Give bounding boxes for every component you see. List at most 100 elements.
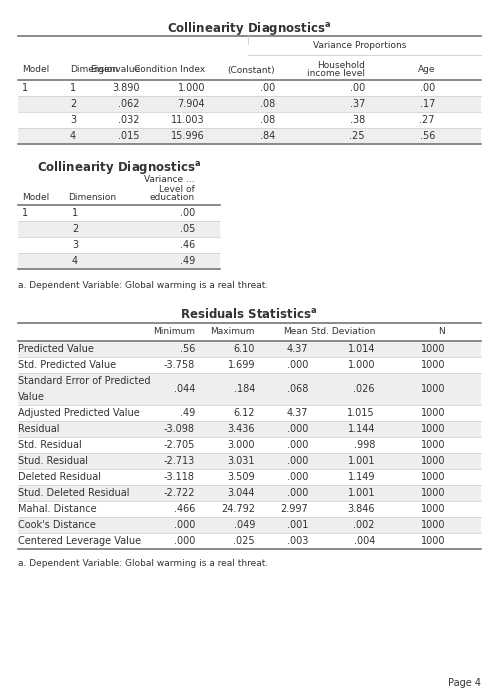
Text: Deleted Residual: Deleted Residual <box>18 472 101 482</box>
Text: Mahal. Distance: Mahal. Distance <box>18 504 97 514</box>
Text: 1.001: 1.001 <box>347 456 375 466</box>
Text: Residuals Statistics$^{\mathbf{a}}$: Residuals Statistics$^{\mathbf{a}}$ <box>181 307 317 321</box>
Text: 3.000: 3.000 <box>228 440 255 450</box>
Text: .00: .00 <box>420 83 435 93</box>
Text: .00: .00 <box>260 83 275 93</box>
Text: .38: .38 <box>350 115 365 125</box>
Text: .003: .003 <box>286 536 308 546</box>
Text: Model: Model <box>22 66 49 74</box>
Text: 3.509: 3.509 <box>228 472 255 482</box>
Text: Age: Age <box>418 66 435 74</box>
Text: education: education <box>150 193 195 202</box>
Text: Adjusted Predicted Value: Adjusted Predicted Value <box>18 408 140 418</box>
Text: 1.144: 1.144 <box>347 424 375 434</box>
Text: 1000: 1000 <box>421 384 445 394</box>
Text: Predicted Value: Predicted Value <box>18 344 94 354</box>
Text: Collinearity Diagnostics$^{\mathbf{a}}$: Collinearity Diagnostics$^{\mathbf{a}}$ <box>37 159 201 176</box>
Text: Dimension: Dimension <box>68 193 116 202</box>
Text: Minimum: Minimum <box>153 328 195 337</box>
Text: 6.10: 6.10 <box>234 344 255 354</box>
Text: .05: .05 <box>180 224 195 234</box>
Text: -2.713: -2.713 <box>164 456 195 466</box>
Text: 1.001: 1.001 <box>347 488 375 498</box>
Text: .001: .001 <box>286 520 308 530</box>
Text: .000: .000 <box>286 440 308 450</box>
Bar <box>18 373 481 405</box>
Text: Condition Index: Condition Index <box>134 66 205 74</box>
Text: Level of: Level of <box>159 185 195 193</box>
Text: 4: 4 <box>70 131 76 141</box>
Text: .00: .00 <box>350 83 365 93</box>
Text: .000: .000 <box>174 536 195 546</box>
Text: 24.792: 24.792 <box>221 504 255 514</box>
Text: a. Dependent Variable: Global warming is a real threat.: a. Dependent Variable: Global warming is… <box>18 281 268 290</box>
Text: -3.118: -3.118 <box>164 472 195 482</box>
Text: 1000: 1000 <box>421 488 445 498</box>
Text: -2.722: -2.722 <box>164 488 195 498</box>
Text: 2: 2 <box>70 99 76 109</box>
Text: Collinearity Diagnostics$^{\mathbf{a}}$: Collinearity Diagnostics$^{\mathbf{a}}$ <box>167 20 331 37</box>
Text: 1000: 1000 <box>421 520 445 530</box>
Text: 4.37: 4.37 <box>286 408 308 418</box>
Text: 1000: 1000 <box>421 360 445 370</box>
Text: .049: .049 <box>234 520 255 530</box>
Text: Std. Predicted Value: Std. Predicted Value <box>18 360 116 370</box>
Text: Model: Model <box>22 193 49 202</box>
Text: .25: .25 <box>349 131 365 141</box>
Text: Centered Leverage Value: Centered Leverage Value <box>18 536 141 546</box>
Text: Stud. Deleted Residual: Stud. Deleted Residual <box>18 488 130 498</box>
Text: Page 4: Page 4 <box>448 678 481 688</box>
Text: .184: .184 <box>234 384 255 394</box>
Text: .068: .068 <box>286 384 308 394</box>
Text: 1000: 1000 <box>421 408 445 418</box>
Bar <box>18 517 481 533</box>
Text: .56: .56 <box>420 131 435 141</box>
Text: .000: .000 <box>174 520 195 530</box>
Text: Dimension: Dimension <box>70 66 118 74</box>
Text: .000: .000 <box>286 488 308 498</box>
Text: .17: .17 <box>420 99 435 109</box>
Text: .466: .466 <box>174 504 195 514</box>
Text: 1000: 1000 <box>421 456 445 466</box>
Text: .08: .08 <box>260 115 275 125</box>
Text: -2.705: -2.705 <box>164 440 195 450</box>
Text: .015: .015 <box>118 131 140 141</box>
Text: .27: .27 <box>420 115 435 125</box>
Text: 11.003: 11.003 <box>171 115 205 125</box>
Text: 15.996: 15.996 <box>171 131 205 141</box>
Text: 4.37: 4.37 <box>286 344 308 354</box>
Text: 3.890: 3.890 <box>112 83 140 93</box>
Text: a. Dependent Variable: Global warming is a real threat.: a. Dependent Variable: Global warming is… <box>18 559 268 568</box>
Text: 2: 2 <box>72 224 78 234</box>
Text: 1000: 1000 <box>421 504 445 514</box>
Text: 1.000: 1.000 <box>178 83 205 93</box>
Text: .84: .84 <box>260 131 275 141</box>
Text: Eigenvalue: Eigenvalue <box>90 66 140 74</box>
Text: 1: 1 <box>72 208 78 218</box>
Text: Cook's Distance: Cook's Distance <box>18 520 96 530</box>
Text: Std. Residual: Std. Residual <box>18 440 82 450</box>
Text: 3.044: 3.044 <box>228 488 255 498</box>
Bar <box>18 221 220 237</box>
Text: .044: .044 <box>174 384 195 394</box>
Text: 2.997: 2.997 <box>280 504 308 514</box>
Text: .002: .002 <box>353 520 375 530</box>
Text: 4: 4 <box>72 256 78 266</box>
Text: .49: .49 <box>180 256 195 266</box>
Text: (Constant): (Constant) <box>228 66 275 74</box>
Text: 1: 1 <box>22 83 28 93</box>
Text: -3.758: -3.758 <box>164 360 195 370</box>
Bar <box>18 453 481 469</box>
Text: Variance Proportions: Variance Proportions <box>313 41 407 50</box>
Text: .025: .025 <box>234 536 255 546</box>
Bar <box>18 253 220 269</box>
Text: 1: 1 <box>70 83 76 93</box>
Text: Household: Household <box>317 62 365 71</box>
Text: income level: income level <box>307 69 365 78</box>
Text: Value: Value <box>18 392 45 402</box>
Text: .49: .49 <box>180 408 195 418</box>
Bar <box>18 341 481 357</box>
Text: 3.436: 3.436 <box>228 424 255 434</box>
Text: .000: .000 <box>286 360 308 370</box>
Text: 3.846: 3.846 <box>347 504 375 514</box>
